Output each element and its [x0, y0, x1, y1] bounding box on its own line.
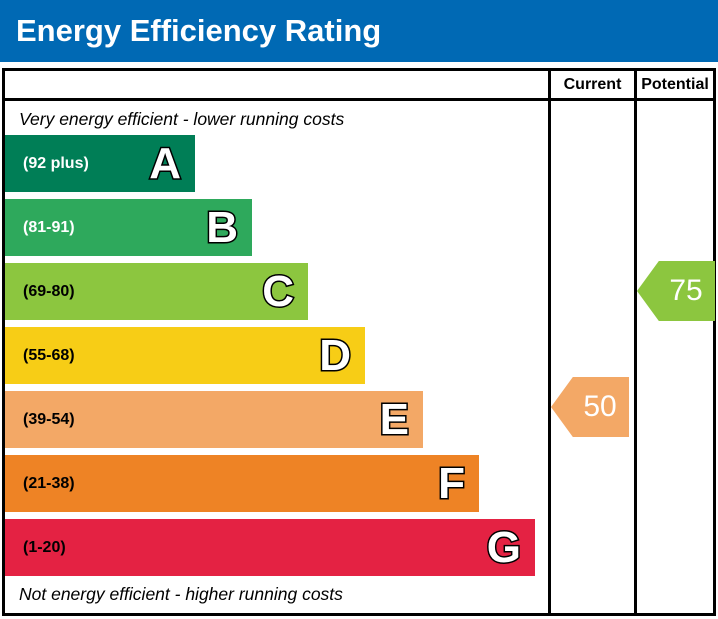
header-spacer-cell: [5, 71, 548, 101]
potential-rating-value: 75: [669, 274, 703, 307]
band-g-letter: G: [485, 522, 522, 572]
potential-column-header: Potential: [634, 71, 713, 101]
band-g: (1-20) G: [5, 519, 535, 576]
current-header-label: Current: [563, 75, 622, 93]
band-f-range: (21-38): [23, 474, 75, 492]
band-f-letter: F: [437, 458, 467, 508]
current-rating-value: 50: [583, 390, 617, 423]
potential-rating-arrow: 75: [637, 261, 715, 321]
band-b: (81-91) B: [5, 199, 252, 256]
band-b-range: (81-91): [23, 218, 75, 236]
title-bar: Energy Efficiency Rating: [0, 0, 718, 62]
band-d-range: (55-68): [23, 346, 75, 364]
band-a-range: (92 plus): [23, 154, 89, 172]
potential-column: 75: [634, 101, 715, 613]
band-e: (39-54) E: [5, 391, 423, 448]
current-column-header: Current: [548, 71, 634, 101]
rating-scale-area: Very energy efficient - lower running co…: [5, 101, 548, 613]
band-g-range: (1-20): [23, 538, 66, 556]
band-a: (92 plus) A: [5, 135, 195, 192]
current-rating-arrow: 50: [551, 377, 629, 437]
band-d: (55-68) D: [5, 327, 365, 384]
page-title: Energy Efficiency Rating: [16, 13, 382, 48]
band-e-letter: E: [378, 394, 410, 444]
band-a-letter: A: [148, 138, 183, 188]
potential-header-label: Potential: [641, 75, 709, 93]
band-f: (21-38) F: [5, 455, 479, 512]
top-caption: Very energy efficient - lower running co…: [19, 109, 345, 129]
band-c: (69-80) C: [5, 263, 308, 320]
band-d-letter: D: [318, 330, 353, 380]
band-e-range: (39-54): [23, 410, 75, 428]
current-column: 50: [548, 101, 634, 613]
bottom-caption: Not energy efficient - higher running co…: [19, 584, 343, 604]
band-b-letter: B: [205, 202, 240, 252]
band-c-letter: C: [261, 266, 296, 316]
rating-table: Current Potential Very energy efficient …: [2, 68, 716, 616]
band-c-range: (69-80): [23, 282, 75, 300]
